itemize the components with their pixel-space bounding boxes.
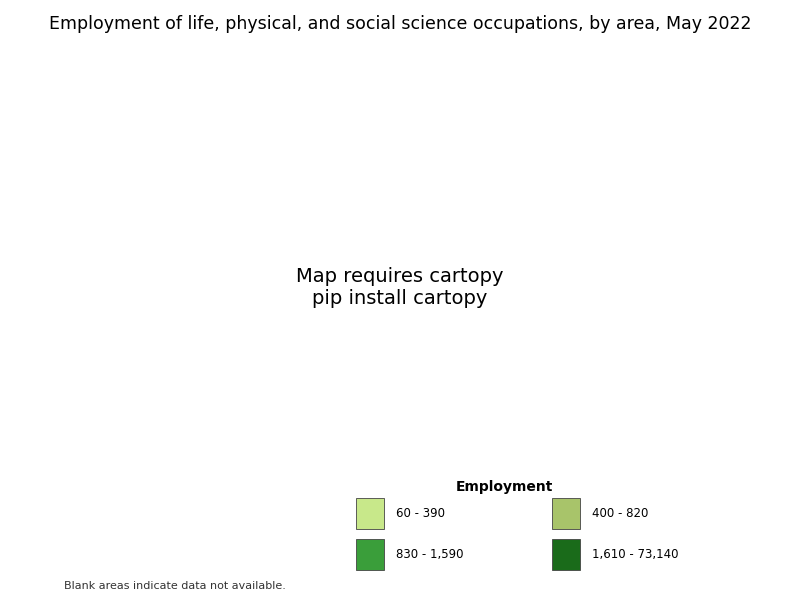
Text: Map requires cartopy
pip install cartopy: Map requires cartopy pip install cartopy [296,268,504,308]
Text: 830 - 1,590: 830 - 1,590 [396,548,463,561]
Text: Blank areas indicate data not available.: Blank areas indicate data not available. [64,581,286,591]
Bar [552,539,580,570]
Bar [356,499,384,529]
Text: Employment: Employment [455,480,553,494]
Text: 400 - 820: 400 - 820 [592,507,648,520]
Text: 60 - 390: 60 - 390 [396,507,445,520]
Bar [552,499,580,529]
Bar [356,539,384,570]
Text: 1,610 - 73,140: 1,610 - 73,140 [592,548,678,561]
Text: Employment of life, physical, and social science occupations, by area, May 2022: Employment of life, physical, and social… [49,15,751,33]
